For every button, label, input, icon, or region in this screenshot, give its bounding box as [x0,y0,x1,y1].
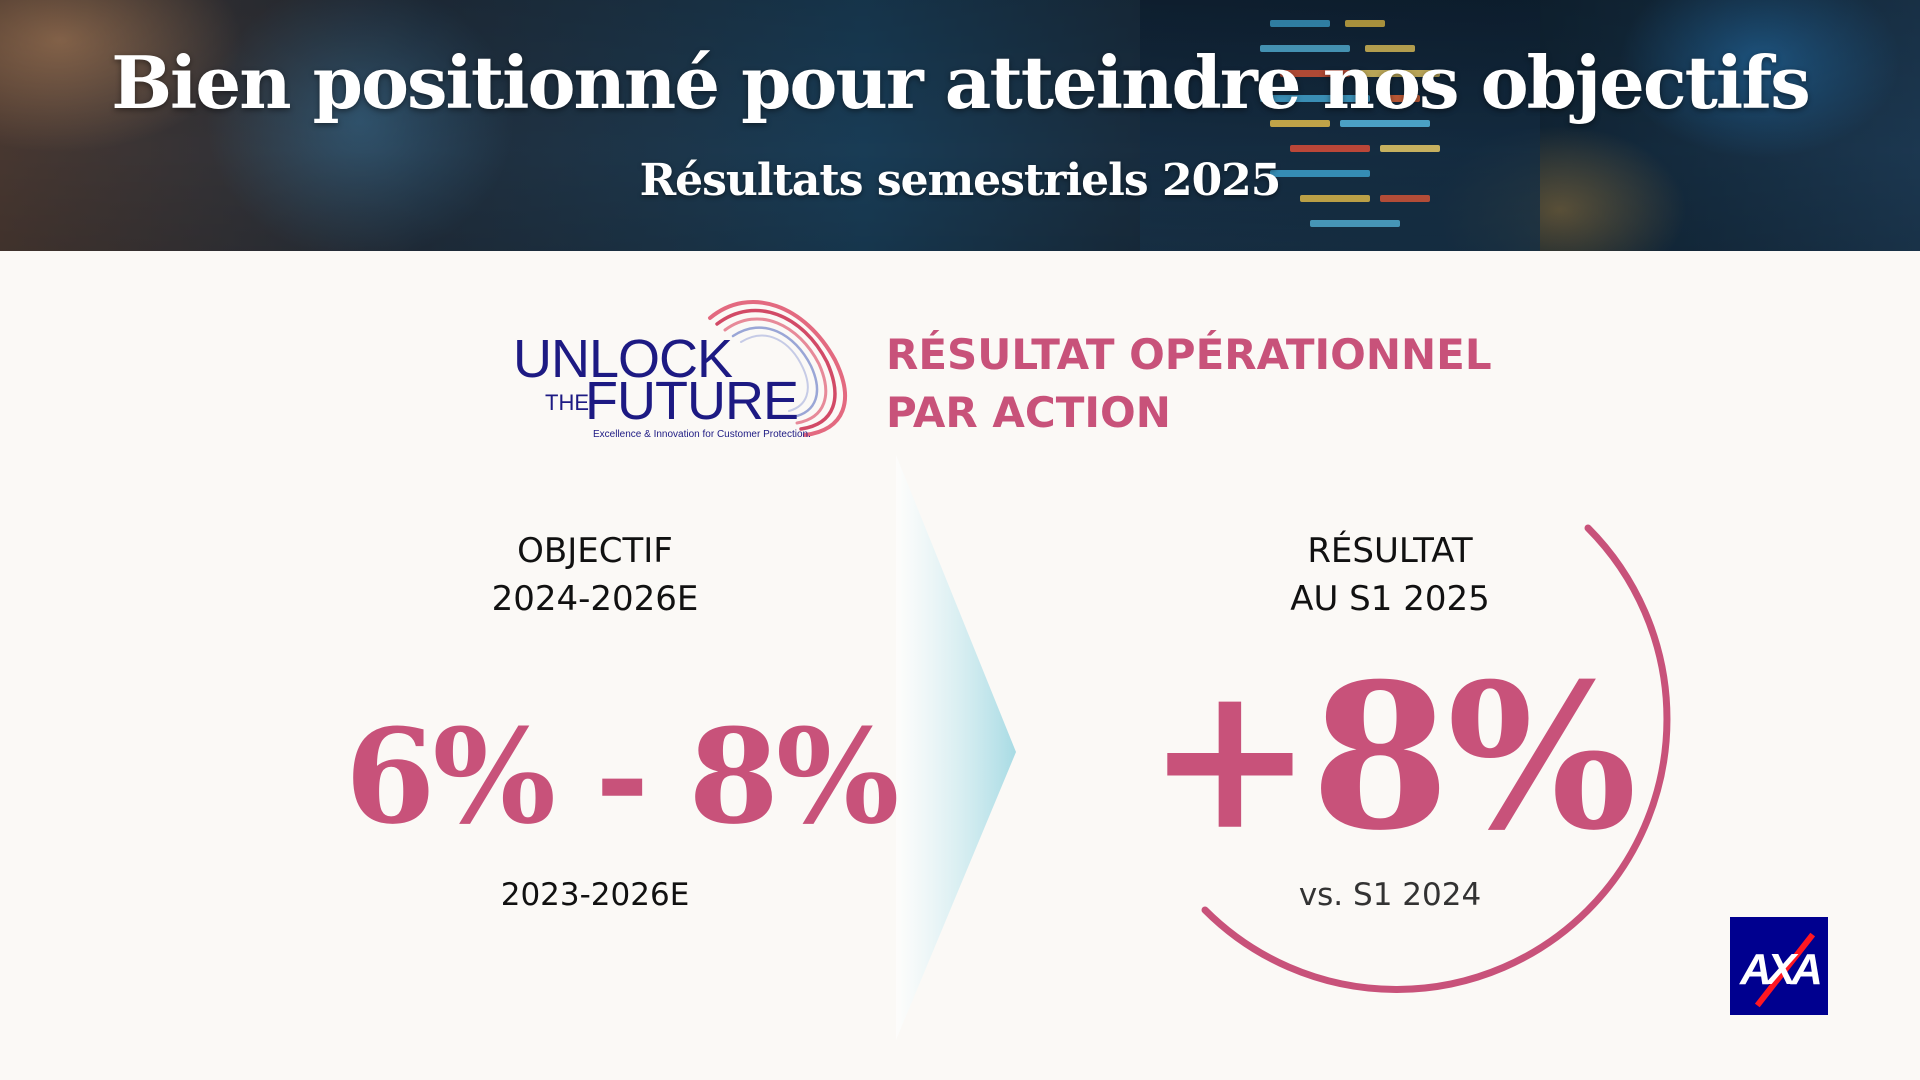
result-label: RÉSULTAT AU S1 2025 [1190,527,1590,623]
logo-swoosh-icon [708,300,847,437]
result-footnote: vs. S1 2024 [1298,877,1482,913]
target-label-line1: OBJECTIF [517,531,673,571]
unlock-the-future-logo: UNLOCK THE FUTURE Excellence & Innovatio… [505,290,855,445]
target-label-line2: 2024-2026E [491,579,699,619]
logo-tagline: Excellence & Innovation for Customer Pro… [593,429,811,440]
logo-unlock-text: UNLOCK [513,329,733,389]
target-footnote: 2023-2026E [500,877,690,913]
target-value: 6% - 8% [345,700,899,853]
axa-logo-text: AXA [1740,945,1823,994]
page-subtitle: Résultats semestriels 2025 [639,155,1282,206]
header-banner: Bien positionné pour atteindre nos objec… [0,0,1920,251]
target-label: OBJECTIF 2024-2026E [395,527,795,623]
highlight-arc-icon [1201,524,1671,993]
metric-heading-line1: RÉSULTAT OPÉRATIONNEL [886,330,1492,379]
logo-future-text: FUTURE [585,371,799,431]
page-title: Bien positionné pour atteindre nos objec… [111,40,1811,125]
result-label-line1: RÉSULTAT [1307,531,1473,571]
result-value: +8% [1146,640,1637,875]
axa-logo: AXA [1730,917,1828,1015]
metric-heading-line2: PAR ACTION [886,388,1171,437]
metric-heading: RÉSULTAT OPÉRATIONNEL PAR ACTION [886,326,1492,442]
logo-the-text: THE [545,390,589,415]
chevron-divider-icon [896,455,1016,1040]
result-label-line2: AU S1 2025 [1290,579,1490,619]
